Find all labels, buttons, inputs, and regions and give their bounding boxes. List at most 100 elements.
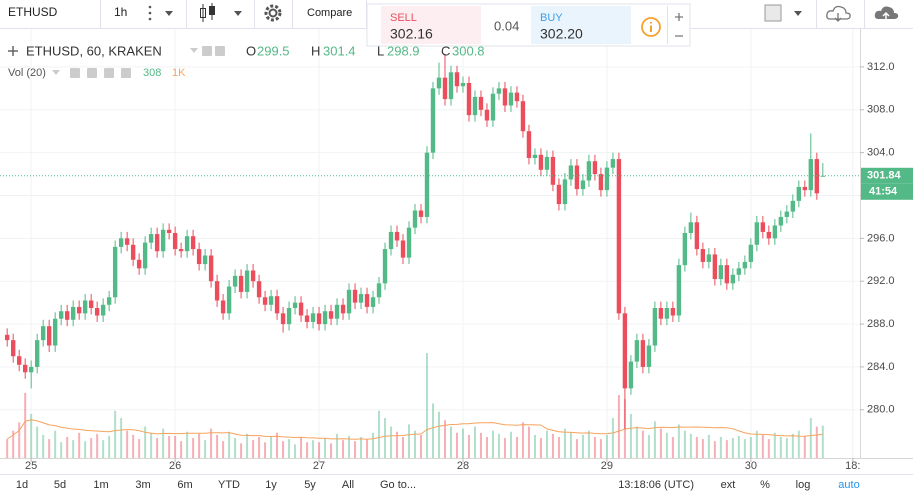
buy-label[interactable]: BUY bbox=[540, 12, 563, 24]
chart-style-button[interactable] bbox=[200, 3, 215, 22]
volume-bar bbox=[108, 435, 111, 458]
candle-body bbox=[796, 186, 802, 201]
volume-bar bbox=[533, 434, 536, 458]
candle-body bbox=[676, 265, 682, 316]
x-tick-label: 28 bbox=[457, 460, 469, 472]
volume-bar bbox=[144, 426, 147, 458]
volume-legend: Vol (20) bbox=[8, 67, 46, 79]
x-tick-label: 27 bbox=[313, 460, 325, 472]
volume-bar bbox=[599, 439, 602, 458]
compare-button[interactable]: Compare bbox=[307, 7, 352, 19]
load-button[interactable] bbox=[826, 5, 851, 22]
candle-body bbox=[10, 340, 16, 357]
volume-bar bbox=[431, 403, 434, 458]
candle-body bbox=[226, 286, 232, 314]
volume-bar bbox=[312, 440, 315, 458]
candle-body bbox=[334, 304, 340, 319]
volume-controls[interactable] bbox=[52, 68, 131, 78]
more-intervals[interactable] bbox=[148, 5, 152, 21]
quantity-buttons[interactable] bbox=[675, 13, 683, 37]
range-button[interactable]: 6m bbox=[177, 479, 192, 491]
volume-bar bbox=[767, 439, 770, 458]
symbol-button[interactable]: ETHUSD bbox=[8, 5, 58, 19]
candle-body bbox=[772, 225, 778, 239]
range-button[interactable]: All bbox=[342, 479, 354, 491]
volume-bar bbox=[426, 353, 429, 458]
candle-body bbox=[634, 340, 640, 362]
settings-button[interactable] bbox=[264, 4, 282, 22]
caret[interactable] bbox=[165, 11, 173, 16]
collapse-icon[interactable] bbox=[8, 46, 18, 56]
candle-body bbox=[232, 275, 238, 287]
candle-body bbox=[292, 302, 298, 308]
range-button[interactable]: 3m bbox=[135, 479, 150, 491]
volume-bar bbox=[198, 433, 201, 458]
volume-bar bbox=[761, 434, 764, 458]
volume-bar bbox=[150, 432, 153, 458]
candle-body bbox=[778, 216, 784, 226]
sell-button[interactable] bbox=[381, 6, 481, 44]
caret[interactable] bbox=[794, 11, 802, 16]
candle-body bbox=[472, 96, 478, 116]
candle-body bbox=[622, 313, 628, 389]
volume-bar bbox=[66, 437, 69, 458]
volume-bar bbox=[683, 430, 686, 458]
sell-price[interactable]: 302.16 bbox=[390, 26, 433, 42]
candle-body bbox=[496, 88, 502, 94]
layout-button[interactable] bbox=[764, 4, 782, 22]
candle-body bbox=[400, 240, 406, 258]
candle-body bbox=[262, 297, 268, 305]
caret[interactable] bbox=[234, 11, 242, 16]
range-button[interactable]: 1m bbox=[93, 479, 108, 491]
volume-bar bbox=[725, 440, 728, 458]
scale-option[interactable]: log bbox=[796, 479, 811, 491]
info-icon[interactable] bbox=[641, 17, 661, 37]
volume-bar bbox=[102, 440, 105, 458]
sell-label[interactable]: SELL bbox=[390, 12, 417, 24]
range-button[interactable]: 5d bbox=[54, 479, 66, 491]
volume-bar bbox=[635, 426, 638, 458]
volume-bar bbox=[216, 434, 219, 458]
volume-bar bbox=[497, 433, 500, 458]
volume-bar bbox=[384, 418, 387, 458]
buy-button[interactable] bbox=[531, 6, 631, 44]
volume-bar bbox=[138, 439, 141, 458]
volume-bar bbox=[300, 437, 303, 458]
volume-ma bbox=[6, 419, 823, 440]
interval-button[interactable]: 1h bbox=[114, 5, 127, 19]
volume-bar bbox=[809, 418, 812, 458]
range-button[interactable]: YTD bbox=[218, 479, 240, 491]
range-button[interactable]: 1d bbox=[16, 479, 28, 491]
volume-bar bbox=[557, 437, 560, 458]
candle-body bbox=[436, 77, 442, 89]
scale-option[interactable]: ext bbox=[721, 479, 736, 491]
range-button[interactable]: 1y bbox=[265, 479, 277, 491]
candle-body bbox=[580, 180, 586, 190]
candle-body bbox=[508, 92, 514, 106]
candle-body bbox=[412, 210, 418, 228]
volume-bar bbox=[449, 426, 452, 458]
goto-button[interactable]: Go to... bbox=[380, 479, 416, 491]
candle-body bbox=[250, 270, 256, 282]
candle-body bbox=[22, 364, 28, 373]
buy-price[interactable]: 302.20 bbox=[540, 26, 583, 42]
volume-bar bbox=[30, 413, 33, 458]
high-letter: H bbox=[311, 43, 320, 58]
candle-body bbox=[790, 200, 796, 212]
scale-option[interactable]: % bbox=[760, 479, 770, 491]
volume-bar bbox=[671, 437, 674, 458]
candle-body bbox=[658, 308, 664, 319]
candle-body bbox=[574, 165, 580, 190]
scale-option[interactable]: auto bbox=[838, 479, 859, 491]
volume-bar bbox=[659, 428, 662, 458]
save-arrow bbox=[882, 11, 890, 20]
bottom-items: 1d 5d 1m 3m 6m YTD 1y 5y All Go to... 13:18:06 (UT… bbox=[16, 479, 860, 491]
volume-bar bbox=[210, 428, 213, 458]
candle-body bbox=[526, 131, 532, 158]
x-tick-label: 26 bbox=[169, 460, 181, 472]
legend-controls[interactable] bbox=[190, 46, 225, 56]
candle-body bbox=[694, 222, 700, 250]
range-button[interactable]: 5y bbox=[304, 479, 316, 491]
volume-bar bbox=[6, 439, 9, 458]
low-value: 298.9 bbox=[387, 43, 420, 58]
